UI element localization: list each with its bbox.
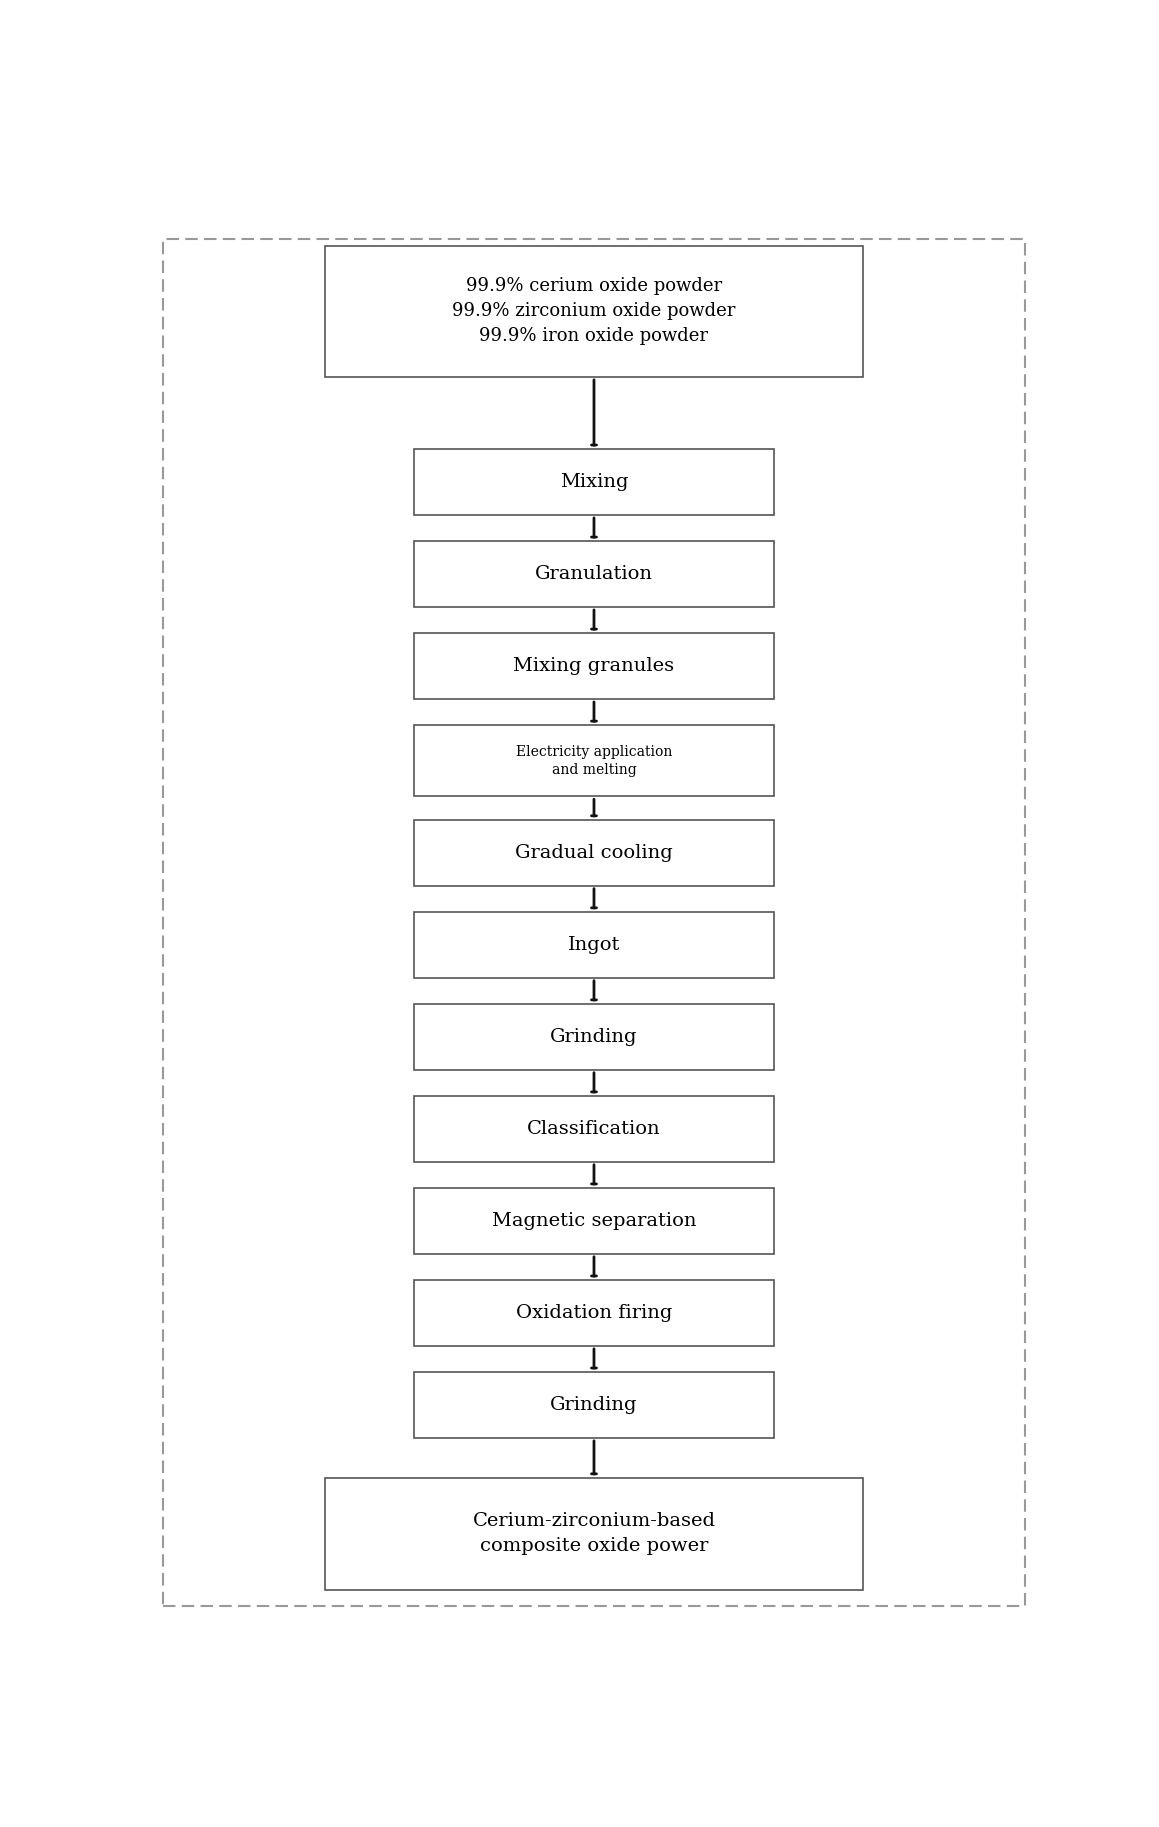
Bar [415,912,774,977]
Bar [415,541,774,607]
Bar [415,1005,774,1071]
Bar [415,1188,774,1253]
Bar [415,1372,774,1438]
Text: Ingot: Ingot [568,935,620,954]
Text: Mixing granules: Mixing granules [513,658,675,676]
Text: Cerium-zirconium-based
composite oxide power: Cerium-zirconium-based composite oxide p… [473,1513,715,1555]
Text: Grinding: Grinding [551,1029,637,1047]
Text: 99.9% cerium oxide powder
99.9% zirconium oxide powder
99.9% iron oxide powder: 99.9% cerium oxide powder 99.9% zirconiu… [452,278,736,345]
Bar [415,1281,774,1346]
Bar [415,820,774,886]
Bar [325,1478,863,1589]
Bar [415,1096,774,1162]
Text: Mixing: Mixing [560,473,628,491]
Text: Granulation: Granulation [535,565,653,583]
Text: Magnetic separation: Magnetic separation [491,1211,697,1230]
Bar [415,725,774,797]
Bar [325,245,863,376]
Text: Electricity application
and melting: Electricity application and melting [516,745,672,776]
Text: Oxidation firing: Oxidation firing [516,1304,672,1323]
Text: Grinding: Grinding [551,1396,637,1414]
Bar [415,449,774,515]
Text: Gradual cooling: Gradual cooling [515,844,673,862]
Text: Classification: Classification [527,1120,661,1138]
Bar [415,634,774,700]
